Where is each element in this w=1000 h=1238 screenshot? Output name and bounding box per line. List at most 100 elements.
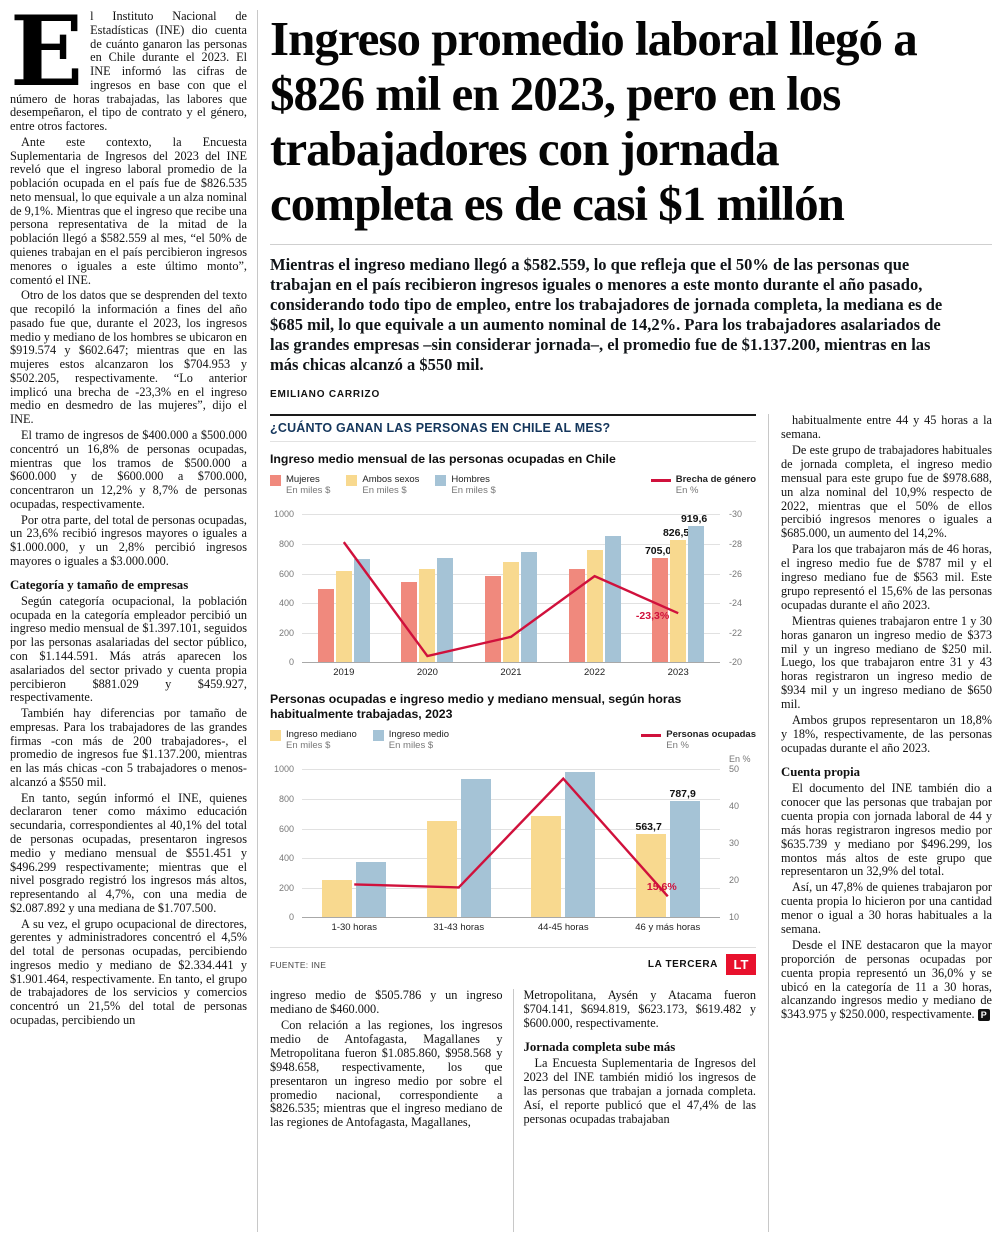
paragraph-text: l Instituto Nacional de Estadísticas (IN… <box>10 10 247 134</box>
y-tick-label-right: -24 <box>729 598 743 609</box>
x-axis-label: 2022 <box>584 667 606 679</box>
trend-line <box>354 777 669 898</box>
drop-cap: E <box>10 10 84 108</box>
legend-swatch <box>270 475 281 486</box>
legend-label: Personas ocupadas En % <box>666 728 756 752</box>
legend-swatch <box>346 475 358 486</box>
y-tick-label-right: 10 <box>729 912 740 923</box>
paragraph: De este grupo de trabajadores habituales… <box>781 443 992 541</box>
y-tick-label-right: -30 <box>729 509 743 520</box>
legend-item: Ambos sexos En miles $ <box>346 474 419 496</box>
bar-ingreso-mediano <box>322 880 353 918</box>
infographic-footer: FUENTE: INE LA TERCERA LT <box>270 947 756 977</box>
x-axis-label: 44-45 horas <box>537 922 589 934</box>
y-tick-label-left: 0 <box>288 657 294 668</box>
paragraph: Para los que trabajaron más de 46 horas,… <box>781 542 992 612</box>
y-tick-label-left: 400 <box>278 598 294 609</box>
legend-item: Ingreso medio En miles $ <box>372 728 449 752</box>
main-area: Ingreso promedio laboral llegó a $826 mi… <box>258 10 992 1232</box>
headline: Ingreso promedio laboral llegó a $826 mi… <box>270 11 918 231</box>
byline: EMILIANO CARRIZO <box>270 389 381 401</box>
paragraph: Ante este contexto, la Encuesta Suplemen… <box>10 134 247 287</box>
bar-mujeres <box>317 589 334 663</box>
paragraph: A su vez, el grupo ocupacional de direct… <box>10 916 247 1027</box>
divider-rule <box>270 243 992 245</box>
y-tick-label-right: 40 <box>729 801 740 812</box>
chart-title: Ingreso medio mensual de las personas oc… <box>270 452 616 467</box>
y-tick-label-left: 200 <box>278 882 294 893</box>
paragraph: Según categoría ocupacional, la població… <box>10 593 247 705</box>
y-tick-label-right: -26 <box>729 568 743 579</box>
gridline <box>302 828 720 830</box>
chart-plot: 0 200 400 600 800 1000 10 20 30 40 50 En % 563,7 787,… <box>274 755 751 922</box>
legend-swatch <box>270 729 281 741</box>
paragraph: El tramo de ingresos de $400.000 a $500.… <box>10 427 247 511</box>
y-tick-label-right: 30 <box>729 838 740 849</box>
gridline <box>302 514 720 516</box>
gridline <box>302 858 720 860</box>
bar-value-label: 826,5 <box>662 527 690 540</box>
mid-column-1: ingreso medio de $505.786 y un ingreso m… <box>270 989 503 1232</box>
gridline <box>302 769 720 771</box>
bar-hombres <box>353 558 370 663</box>
infographic-kicker: ¿CUÁNTO GANAN LAS PERSONAS EN CHILE AL M… <box>270 421 756 443</box>
y-tick-label-left: 0 <box>288 912 294 923</box>
paragraph: Mientras quienes trabajaron entre 1 y 30… <box>781 613 992 712</box>
center-column: ¿CUÁNTO GANAN LAS PERSONAS EN CHILE AL M… <box>270 414 756 1232</box>
y-tick-label-left: 1000 <box>273 764 294 775</box>
bar-ingreso-mediano <box>531 815 562 918</box>
y-tick-label-left: 800 <box>278 793 294 804</box>
legend-line-swatch <box>650 479 671 482</box>
lead-paragraph: Mientras el ingreso mediano llegó a $582… <box>270 254 943 375</box>
y-tick-label-right: -20 <box>729 657 743 668</box>
legend-item: Mujeres En miles $ <box>270 474 330 496</box>
line-value-label: 15,6% <box>646 880 677 893</box>
end-mark: P <box>977 1009 990 1022</box>
bar-ingreso-medio <box>460 779 491 918</box>
continuation-columns: ingreso medio de $505.786 y un ingreso m… <box>270 989 756 1232</box>
paragraph: Desde el INE destacaron que la mayor pro… <box>781 937 992 1022</box>
la-tercera-logo: LT <box>726 954 756 976</box>
bar-value-label: 919,6 <box>680 513 708 526</box>
chart-income-by-hours: Personas ocupadas e ingreso medio y medi… <box>270 692 756 933</box>
x-axis-label: 2020 <box>416 667 438 679</box>
brand-name: LA TERCERA <box>647 959 718 971</box>
legend-label: Mujeres En miles $ <box>286 474 331 497</box>
paragraph: También hay diferencias por tamaño de em… <box>10 706 247 789</box>
gridline <box>302 544 720 545</box>
legend-label: Ambos sexos En miles $ <box>362 474 420 497</box>
paragraph: ingreso medio de $505.786 y un ingreso m… <box>270 989 503 1017</box>
infographic: ¿CUÁNTO GANAN LAS PERSONAS EN CHILE AL M… <box>270 414 756 977</box>
bar-value-label: 787,9 <box>669 787 696 800</box>
gridline <box>302 917 720 919</box>
y-tick-label-left: 600 <box>278 823 294 834</box>
bar-ingreso-medio <box>669 800 700 918</box>
bar-ingreso-medio <box>356 862 387 918</box>
paragraph-text: Desde el INE destacaron que la mayor pro… <box>781 937 992 1022</box>
bar-hombres <box>688 526 705 663</box>
x-axis-label: 46 y más horas <box>635 922 701 934</box>
x-axis-label: 31-43 horas <box>433 922 485 934</box>
y-tick-label-left: 1000 <box>273 509 294 520</box>
brand-row: LA TERCERA LT <box>647 954 756 976</box>
bar-value-label: 563,7 <box>635 820 662 833</box>
legend-label: Ingreso medio En miles $ <box>388 728 449 752</box>
legend-swatch <box>372 729 384 741</box>
bar-ambos-sexos <box>419 568 436 663</box>
paragraph: Así, un 47,8% de quienes trabajaron por … <box>781 880 992 936</box>
x-axis-label: 2019 <box>333 667 355 679</box>
legend-label: Brecha de género En % <box>675 474 756 497</box>
y-tick-label-right: 50 <box>729 764 740 775</box>
paragraph: La Encuesta Suplementaria de Ingresos de… <box>523 1056 757 1126</box>
section-subhead: Jornada completa sube más <box>523 1039 676 1054</box>
source-label: FUENTE: INE <box>270 959 327 970</box>
paragraph: Otro de los datos que se desprenden del … <box>10 288 247 427</box>
x-axis: 2019 2020 2021 2022 2023 <box>302 667 720 678</box>
chart-legend: Ingreso mediano En miles $ Ingreso medio En… <box>270 729 756 751</box>
y-tick-label-left: 600 <box>278 568 294 579</box>
chart-income-by-year: Ingreso medio mensual de las personas oc… <box>270 452 756 678</box>
y-tick-label-right: -22 <box>729 627 743 638</box>
section-subhead: Categoría y tamaño de empresas <box>10 577 189 592</box>
bar-ambos-sexos <box>335 570 352 663</box>
